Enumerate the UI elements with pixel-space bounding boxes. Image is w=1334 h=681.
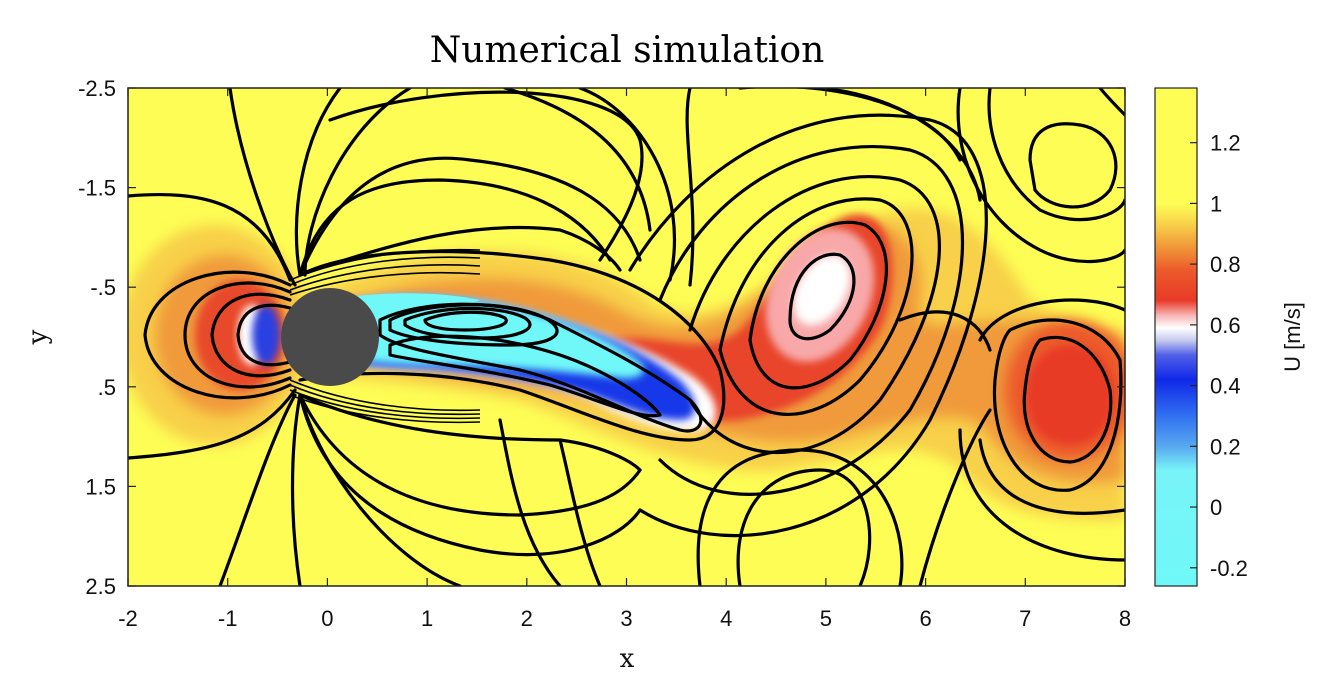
contour-line [289,264,481,291]
contour-line [228,88,297,287]
contour-line [183,281,292,389]
y-tick-label: -2.5 [78,76,116,101]
contour-line [289,389,481,420]
y-tick-label: .5 [98,375,116,400]
x-tick-label: 6 [919,606,931,631]
contour-line [289,384,481,416]
contour-line [503,88,652,232]
colorbar-tick-label: 0 [1210,495,1222,520]
contour-line [992,318,1123,492]
upstream-blue [252,305,280,365]
x-axis-label: x [620,644,635,674]
contour-line [498,418,562,586]
contour-line [218,393,297,586]
contour-line [298,393,642,472]
y-axis-label: y [23,329,53,345]
colorbar: 1.2 1 0.8 0.6 0.4 0.2 0 -0.2 U [m/s] [1154,87,1305,587]
contour-line [143,270,292,400]
y-axis: -2.5 -1.5 -.5 .5 1.5 2.5 [78,76,1125,599]
colorbar-tick-label: 1.2 [1210,131,1241,156]
y-tick-label: 1.5 [85,474,116,499]
contour-line [628,113,988,538]
colorbar-tick-label: 0.8 [1210,252,1241,277]
x-tick-label: 0 [321,606,333,631]
contour-line [1098,88,1125,117]
contour-line [290,393,302,586]
x-tick-label: 5 [820,606,832,631]
contour-line [958,428,1125,562]
contour-line [298,393,462,586]
contour-line [696,448,904,586]
contour-line [736,468,872,586]
contour-line [748,220,888,390]
contour-line [558,438,602,586]
cylinder-obstacle [281,288,379,386]
contour-line [236,303,292,367]
contour-line [128,388,297,460]
contour-line [328,90,644,262]
x-tick-label: 2 [521,606,533,631]
y-tick-label: -.5 [90,275,116,300]
colorbar-tick-label: -0.2 [1210,556,1248,581]
contour-line [388,303,559,347]
vortex-red-2-core [1025,345,1115,445]
contour-line [298,178,612,277]
contour-line [298,225,622,277]
colorbar-tick-label: 0.2 [1210,434,1241,459]
chart-title: Numerical simulation [430,30,825,71]
colorbar-tick-label: 0.6 [1210,313,1241,338]
contour-line [298,393,642,517]
x-tick-label: -2 [118,606,138,631]
contour-line [685,88,695,287]
contour-line [987,88,1125,222]
x-tick-label: -1 [218,606,238,631]
contour-line [289,394,481,424]
colorbar-ticks: 1.2 1 0.8 0.6 0.4 0.2 0 -0.2 [1190,131,1248,581]
contour-line [898,310,992,352]
contour-line [788,252,856,341]
contour-line [388,334,662,418]
contour-line [289,256,481,286]
contour-line [298,249,726,442]
contour-line [289,379,481,412]
plot-area [127,87,1126,587]
contour-line [1022,335,1113,464]
contour-line [918,408,992,586]
colorbar-tick-label: 0.4 [1210,374,1241,399]
x-tick-label: 8 [1119,606,1131,631]
y-tick-label: -1.5 [78,176,116,201]
contour-lines [128,88,1125,586]
contour-line [718,197,914,416]
contour-line [210,292,292,378]
x-tick-label: 4 [720,606,732,631]
contour-line [978,298,1125,342]
vortex-white [793,254,851,326]
contour-line [1028,122,1118,209]
colorbar-label: U [m/s] [1280,302,1305,372]
contour-line [978,438,1125,515]
x-tick-label: 7 [1019,606,1031,631]
contour-line [294,88,342,277]
x-tick-label: 1 [421,606,433,631]
colorbar-bar [1154,87,1198,587]
x-axis: -2 -1 0 1 2 3 4 5 6 7 8 [118,88,1131,631]
contour-line [289,271,481,296]
contour-line [956,88,1125,264]
x-tick-label: 3 [620,606,632,631]
colorbar-tick-label: 1 [1210,191,1222,216]
contour-line [403,306,532,340]
contour-line [658,145,964,496]
contour-line [289,248,481,281]
contour-line [578,88,676,282]
y-tick-label: 2.5 [85,574,116,599]
contour-line [423,310,508,332]
